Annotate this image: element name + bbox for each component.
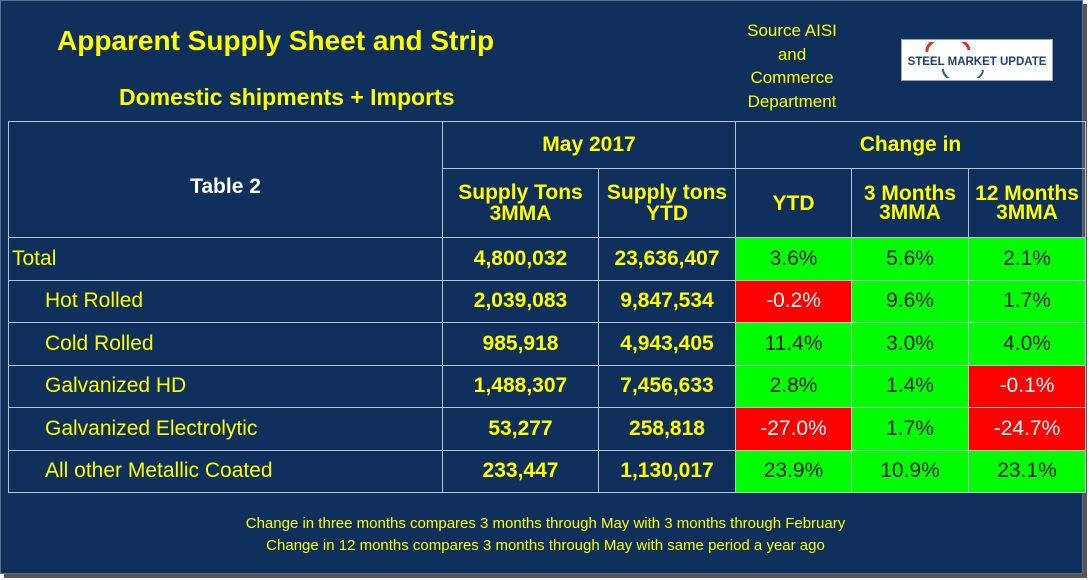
source-line: Commerce: [750, 68, 834, 87]
row-label: Hot Rolled: [8, 279, 443, 323]
table-row: Cold Rolled 985,918 4,943,405 11.4% 3.0%…: [8, 322, 1086, 366]
footnote: Change in three months compares 3 months…: [245, 515, 846, 532]
cell-change-3m: 9.6%: [851, 279, 969, 323]
col-supply-3mma: Supply Tons 3MMA: [442, 168, 599, 238]
row-label: Cold Rolled: [8, 322, 443, 366]
header-line: Supply Tons: [458, 181, 583, 204]
header-line: Supply tons: [606, 181, 728, 204]
source-line: and: [777, 44, 807, 64]
col-3-months: 3 Months 3MMA: [851, 168, 969, 238]
cell-change-12m: 1.7%: [968, 279, 1086, 323]
cell-change-3m: 3.0%: [851, 322, 969, 366]
change-header: Change in: [735, 121, 1086, 169]
col-supply-ytd: Supply tons YTD: [598, 168, 736, 238]
row-label: Galvanized HD: [8, 364, 443, 408]
cell-change-12m: 23.1%: [968, 449, 1086, 493]
header-row-2: Supply Tons 3MMA Supply tons YTD YTD 3 M…: [9, 168, 1086, 238]
header-line: 12 Months: [975, 182, 1079, 205]
header-line: 3MMA: [489, 202, 552, 225]
header-row-1: Table 2 May 2017 Change in: [8, 121, 1086, 238]
footnote: Change in 12 months compares 3 months th…: [266, 536, 825, 554]
logo-graphic: STEEL MARKET UPDATE: [908, 42, 1047, 78]
col-ytd: YTD: [735, 168, 852, 238]
cell-tons-ytd: 258,818: [598, 407, 736, 451]
row-label: All other Metallic Coated: [8, 449, 443, 493]
table-row: Galvanized HD 1,488,307 7,456,633 2.8% 1…: [8, 364, 1086, 408]
row-label: Galvanized Electrolytic: [8, 407, 443, 451]
cell-change-ytd: 2.8%: [735, 364, 852, 408]
cell-tons-3mma: 233,447: [442, 449, 599, 493]
cell-change-3m: 10.9%: [851, 449, 969, 493]
table-label: Table 2: [8, 121, 443, 238]
table-row: Galvanized Electrolytic 53,277 258,818 -…: [8, 407, 1086, 451]
cell-tons-ytd: 1,130,017: [598, 449, 736, 493]
header-line: 3MMA: [879, 201, 941, 224]
header-line: 3MMA: [996, 201, 1058, 224]
col-12-months: 12 Months 3MMA: [968, 168, 1086, 238]
source-line: Department: [747, 91, 837, 111]
table-row: All other Metallic Coated 233,447 1,130,…: [8, 449, 1086, 493]
supply-table: Table 2 May 2017 Change in Supply Tons 3…: [8, 121, 1086, 493]
cell-change-ytd: 11.4%: [735, 322, 852, 366]
cell-tons-3mma: 4,800,032: [442, 237, 599, 281]
cell-tons-3mma: 1,488,307: [442, 364, 599, 408]
cell-change-ytd: -0.2%: [735, 279, 852, 323]
table-row: Total 4,800,032 23,636,407 3.6% 5.6% 2.1…: [8, 237, 1086, 281]
page-subtitle: Domestic shipments + Imports: [119, 84, 455, 110]
header-line: YTD: [646, 202, 688, 225]
cell-tons-ytd: 7,456,633: [598, 364, 736, 408]
cell-change-12m: 2.1%: [968, 237, 1086, 281]
footnotes: Change in three months compares 3 months…: [1, 513, 1089, 556]
cell-change-3m: 1.4%: [851, 364, 969, 408]
table-row: Hot Rolled 2,039,083 9,847,534 -0.2% 9.6…: [8, 279, 1086, 323]
page-title: Apparent Supply Sheet and Strip: [57, 25, 495, 56]
period-header: May 2017: [442, 121, 736, 169]
cell-change-3m: 5.6%: [851, 237, 969, 281]
cell-tons-3mma: 985,918: [442, 322, 599, 366]
cell-tons-ytd: 4,943,405: [598, 322, 736, 366]
cell-change-ytd: 3.6%: [735, 237, 852, 281]
cell-change-ytd: 23.9%: [735, 449, 852, 493]
cell-change-12m: 4.0%: [968, 322, 1086, 366]
cell-tons-ytd: 9,847,534: [598, 279, 736, 323]
source-line: Source AISI: [747, 21, 837, 40]
header-line: 3 Months: [863, 182, 957, 205]
row-label: Total: [8, 237, 443, 281]
cell-tons-ytd: 23,636,407: [598, 237, 736, 281]
source-note: Source AISI and Commerce Department: [717, 19, 867, 113]
cell-change-ytd: -27.0%: [735, 407, 852, 451]
cell-tons-3mma: 2,039,083: [442, 279, 599, 323]
cell-change-12m: -0.1%: [968, 364, 1086, 408]
cell-change-12m: -24.7%: [968, 407, 1086, 451]
cell-tons-3mma: 53,277: [442, 407, 599, 451]
steel-market-update-logo: STEEL MARKET UPDATE: [901, 39, 1053, 81]
cell-change-3m: 1.7%: [851, 407, 969, 451]
logo-text: STEEL MARKET UPDATE: [908, 56, 1047, 68]
